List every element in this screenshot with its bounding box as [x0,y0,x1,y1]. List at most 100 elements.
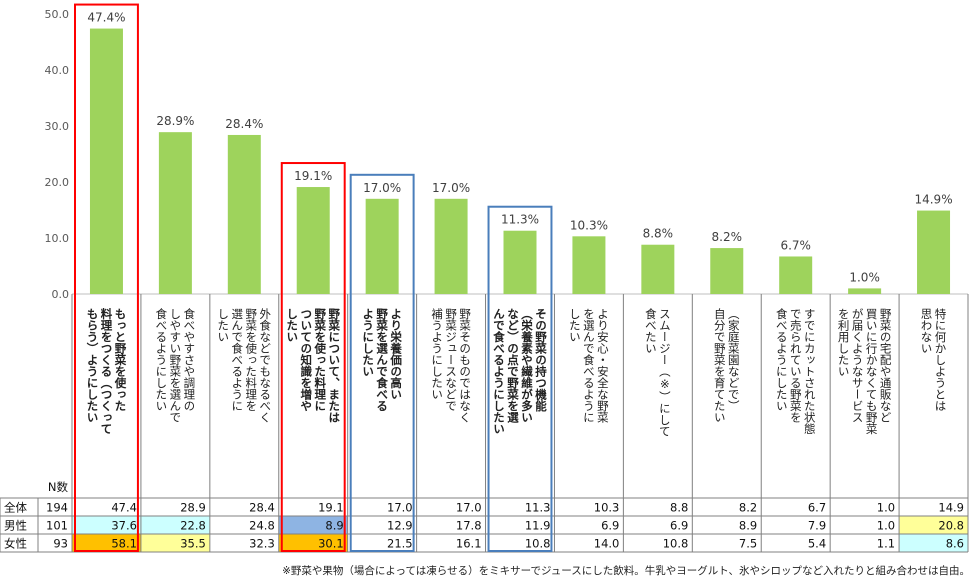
table-cell-highlight [278,534,348,552]
table-value: 6.9 [670,519,688,533]
value-label: 1.0% [849,270,880,284]
category-label: 食べるようにしたい [775,307,789,411]
row-label: 女性 [4,537,27,551]
category-label: より栄養価の高い [389,308,403,400]
n-header: N数 [48,480,69,494]
category-label: したい [568,308,582,343]
row-n: 194 [46,501,68,515]
bar [89,28,123,295]
category-label: すでにカットされた状態 [803,308,817,435]
category-label: 選んで食べるように [230,308,244,412]
bar [779,256,813,294]
category-label: 思わない [920,308,934,354]
value-label: 11.3% [501,213,539,227]
bar [710,248,744,294]
category-label: んで食べるようにしたい [492,308,506,435]
bar [503,230,537,294]
y-tick-label: 0.0 [52,288,70,301]
category-label: その野菜の持つ機能 [534,308,548,412]
category-label: より安心・安全な野菜 [596,308,610,424]
bar [848,288,882,294]
y-tick-label: 20.0 [45,176,70,189]
table-cell-highlight [140,534,210,552]
category-label: 野菜そのものではなく [458,308,472,423]
table-value: 11.3 [525,501,551,515]
bar [158,132,192,294]
category-label: 野菜を使った料理を [244,308,258,412]
highlight-box [74,3,139,553]
bar [641,244,675,294]
category-label: もらう）ようにしたい [85,308,99,423]
row-label: 男性 [4,519,27,533]
value-label: 14.9% [914,193,952,207]
table-value: 8.9 [739,519,757,533]
category-label: で売られている野菜を [789,308,803,423]
table-value: 10.8 [663,537,689,551]
bar [227,134,261,294]
table-value: 58.1 [111,537,137,551]
table-value: 1.1 [877,537,895,551]
table-value: 12.9 [387,519,413,533]
category-label: （栄養素や繊維が多い [520,308,534,423]
table-cell-highlight [899,534,968,552]
category-label: 野菜について、または [327,308,341,423]
table-value: 16.1 [456,537,482,551]
bar [572,236,606,294]
table-value: 19.1 [318,501,344,515]
value-label: 19.1% [294,169,332,183]
table-value: 28.9 [180,501,206,515]
table-value: 24.8 [249,519,275,533]
value-label: 47.4% [87,11,125,25]
bar [917,210,951,294]
category-label: 補うようにしたい [430,308,444,400]
value-label: 28.4% [225,117,263,131]
table-value: 17.8 [456,519,482,533]
highlight-box [280,162,346,552]
highlight-box [487,205,553,552]
table-value: 10.3 [594,501,620,515]
category-label: 野菜を使った料理に [313,308,327,412]
table-cell-highlight [278,516,348,534]
value-label: 28.9% [156,114,194,128]
value-label: 10.3% [570,218,608,232]
category-label: 食べるようにしたい [154,307,168,411]
value-label: 17.0% [432,181,470,195]
table-value: 1.0 [877,501,895,515]
table-value: 14.9 [938,501,964,515]
table-value: 6.7 [808,501,826,515]
category-label: したい [216,308,230,343]
category-label: 自分で野菜を育てたい [713,308,727,423]
category-label: 野菜の宅配や通販など [879,308,893,423]
table-value: 17.0 [456,501,482,515]
category-label: 食べたい [644,307,658,354]
table-value: 1.0 [877,519,895,533]
y-tick-label: 10.0 [45,232,70,245]
table-value: 8.9 [325,519,343,533]
category-label: を選んで食べるように [582,308,596,423]
table-value: 32.3 [249,537,275,551]
table-value: 7.9 [808,519,826,533]
bar [434,198,468,294]
category-label: もっと野菜を使った [113,308,127,412]
category-label: など）の点で野菜を選 [506,308,520,424]
table-value: 8.6 [946,537,964,551]
table-value: 17.0 [387,501,413,515]
bar [365,198,399,294]
y-tick-label: 30.0 [45,120,70,133]
category-label: しやすい野菜を選んで [168,308,182,423]
value-label: 6.7% [780,238,811,252]
table-value: 21.5 [387,537,413,551]
table-value: 14.0 [594,537,620,551]
row-n: 93 [53,537,68,551]
table-value: 8.2 [739,501,757,515]
table-value: 37.6 [111,519,137,533]
category-label: が届くようなサービス [851,308,865,423]
value-label: 8.8% [643,227,674,241]
category-label: 外食などでもなるべく [258,308,272,423]
table-value: 20.8 [938,519,964,533]
category-label: したい [285,308,299,343]
category-label: （家庭菜園などで） [727,308,741,412]
table-value: 11.9 [525,519,551,533]
table-value: 5.4 [808,537,826,551]
